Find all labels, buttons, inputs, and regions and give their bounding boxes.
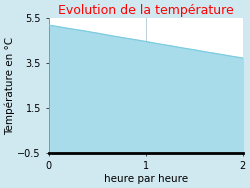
Y-axis label: Température en °C: Température en °C (4, 37, 15, 135)
Title: Evolution de la température: Evolution de la température (58, 4, 234, 17)
X-axis label: heure par heure: heure par heure (104, 174, 188, 184)
